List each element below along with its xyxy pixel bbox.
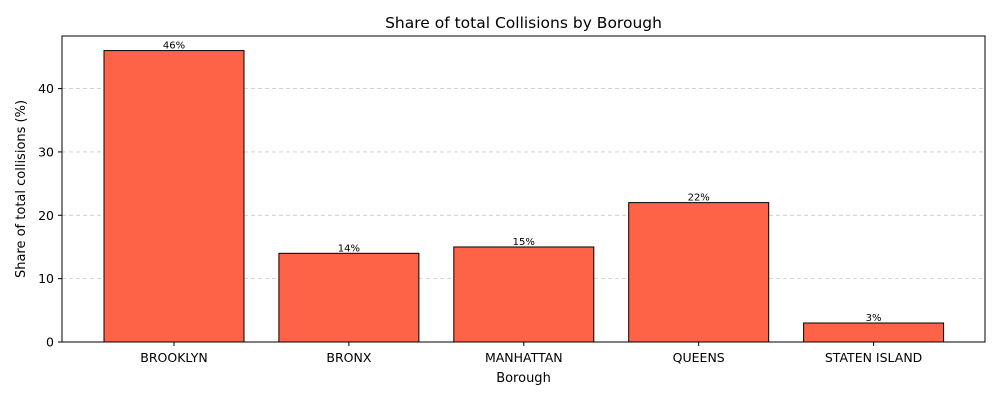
x-tick-label: BRONX (326, 350, 371, 365)
bar-queens (628, 202, 770, 343)
x-tick-label: BROOKLYN (140, 350, 207, 365)
x-tick-label: STATEN ISLAND (825, 350, 922, 365)
y-tick-label: 10 (38, 271, 54, 286)
bar-brooklyn (103, 50, 245, 343)
data-label: 22% (688, 193, 710, 204)
y-axis-ticks: 0 10 20 30 40 (38, 81, 62, 350)
bar-bronx (278, 252, 420, 343)
x-axis-ticks: BROOKLYN BRONX MANHATTAN QUEENS STATEN ISLAN… (140, 342, 922, 365)
data-label: 46% (163, 41, 185, 52)
data-label: 15% (513, 237, 535, 248)
bar-staten-island (803, 322, 945, 343)
data-labels-layer: 46% 14% 15% 22% 3% (163, 41, 882, 324)
chart-title: Share of total Collisions by Borough (385, 14, 662, 32)
bar-manhattan (453, 246, 595, 343)
y-tick-label: 40 (38, 81, 54, 96)
y-tick-label: 30 (38, 144, 54, 159)
x-tick-label: QUEENS (673, 350, 725, 365)
data-label: 14% (338, 243, 360, 254)
y-axis-label: Share of total collisions (%) (14, 100, 29, 278)
data-label: 3% (866, 313, 882, 324)
y-tick-label: 20 (38, 208, 54, 223)
bars-layer (103, 50, 945, 343)
y-tick-label: 0 (46, 335, 54, 350)
x-axis-label: Borough (496, 371, 551, 386)
x-tick-label: MANHATTAN (485, 350, 563, 365)
